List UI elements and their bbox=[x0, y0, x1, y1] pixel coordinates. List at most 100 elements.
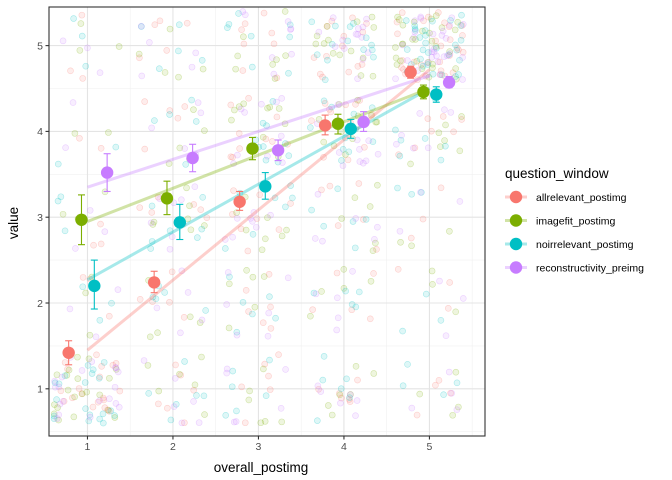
jitter-point bbox=[86, 331, 94, 339]
jitter-point bbox=[163, 47, 171, 54]
legend-key-point bbox=[509, 190, 523, 204]
jitter-point bbox=[394, 13, 401, 21]
jitter-point bbox=[412, 36, 419, 43]
jitter-point bbox=[72, 245, 79, 252]
jitter-point bbox=[424, 144, 432, 152]
jitter-point bbox=[438, 71, 446, 79]
jitter-point bbox=[270, 70, 278, 78]
jitter-point bbox=[359, 56, 367, 63]
jitter-point bbox=[196, 319, 204, 326]
jitter-point bbox=[277, 405, 285, 412]
jitter-point bbox=[338, 157, 345, 164]
jitter-point bbox=[366, 315, 374, 323]
jitter-point bbox=[177, 329, 184, 337]
jitter-point bbox=[195, 419, 203, 426]
jitter-point bbox=[416, 34, 424, 41]
jitter-point bbox=[356, 158, 364, 165]
jitter-point bbox=[438, 32, 446, 39]
jitter-point bbox=[98, 363, 105, 370]
jitter-point bbox=[394, 30, 401, 38]
jitter-point bbox=[267, 303, 274, 311]
jitter-point bbox=[70, 413, 78, 421]
jitter-point bbox=[283, 226, 290, 234]
jitter-point bbox=[147, 219, 155, 227]
jitter-point bbox=[419, 46, 427, 54]
jitter-point bbox=[96, 373, 104, 381]
jitter-point bbox=[372, 239, 379, 247]
jitter-point bbox=[282, 140, 289, 147]
jitter-point bbox=[450, 128, 457, 136]
jitter-point bbox=[349, 14, 356, 22]
jitter-point bbox=[368, 111, 376, 118]
jitter-point bbox=[114, 286, 122, 293]
jitter-point bbox=[198, 316, 206, 324]
jitter-point bbox=[448, 389, 455, 397]
jitter-point bbox=[326, 105, 333, 113]
jitter-point bbox=[333, 269, 341, 277]
jitter-point bbox=[318, 288, 325, 295]
jitter-point bbox=[334, 185, 342, 193]
jitter-point bbox=[319, 376, 327, 384]
jitter-point bbox=[458, 113, 465, 120]
jitter-point bbox=[90, 241, 97, 249]
jitter-point bbox=[167, 416, 175, 424]
jitter-point bbox=[262, 135, 270, 143]
jitter-point bbox=[446, 279, 453, 286]
jitter-point bbox=[166, 111, 173, 118]
jitter-point bbox=[242, 226, 250, 234]
jitter-point bbox=[150, 218, 158, 226]
jitter-point bbox=[222, 411, 230, 419]
jitter-point bbox=[287, 26, 294, 33]
jitter-point bbox=[398, 40, 406, 48]
jitter-point bbox=[228, 116, 235, 124]
jitter-point bbox=[178, 196, 185, 204]
jitter-point bbox=[356, 97, 363, 104]
jitter-point bbox=[198, 353, 205, 361]
jitter-point bbox=[413, 411, 421, 419]
jitter-point bbox=[308, 18, 316, 26]
jitter-point bbox=[459, 295, 467, 302]
jitter-point bbox=[437, 143, 444, 151]
jitter-point bbox=[287, 200, 294, 207]
jitter-point bbox=[396, 152, 404, 160]
jitter-point bbox=[397, 57, 404, 65]
jitter-point bbox=[393, 61, 401, 68]
jitter-point bbox=[429, 60, 436, 68]
jitter-point bbox=[424, 61, 432, 68]
jitter-point bbox=[329, 49, 337, 57]
jitter-point bbox=[271, 75, 279, 82]
jitter-point bbox=[112, 364, 119, 371]
jitter-point bbox=[346, 394, 353, 401]
jitter-point bbox=[446, 48, 453, 55]
mean-point bbox=[147, 276, 161, 289]
jitter-point bbox=[79, 75, 87, 82]
jitter-point bbox=[266, 356, 273, 364]
jitter-point bbox=[273, 113, 281, 121]
jitter-point bbox=[245, 396, 253, 404]
x-axis-title: overall_postimg bbox=[214, 460, 309, 475]
jitter-point bbox=[440, 391, 447, 398]
jitter-point bbox=[152, 295, 160, 303]
jitter-point bbox=[260, 273, 268, 280]
jitter-point bbox=[281, 120, 289, 128]
jitter-point bbox=[372, 118, 380, 126]
jitter-point bbox=[435, 129, 443, 137]
jitter-point bbox=[417, 189, 424, 196]
mean-points bbox=[62, 66, 456, 359]
jitter-point bbox=[337, 399, 344, 407]
jitter-point bbox=[317, 388, 325, 395]
jitter-point bbox=[409, 36, 416, 43]
jitter-point bbox=[339, 162, 347, 169]
jitter-point bbox=[151, 117, 158, 124]
jitter-point bbox=[353, 136, 361, 144]
jitter-point bbox=[101, 404, 109, 411]
jitter-point bbox=[407, 160, 414, 168]
jitter-point bbox=[440, 53, 448, 60]
jitter-point bbox=[55, 416, 62, 424]
jitter-point bbox=[141, 145, 149, 153]
jitter-point bbox=[199, 65, 207, 73]
jitter-point bbox=[345, 396, 353, 403]
jitter-point bbox=[445, 368, 453, 376]
jitter-point bbox=[458, 22, 466, 29]
jitter-point bbox=[115, 43, 123, 50]
